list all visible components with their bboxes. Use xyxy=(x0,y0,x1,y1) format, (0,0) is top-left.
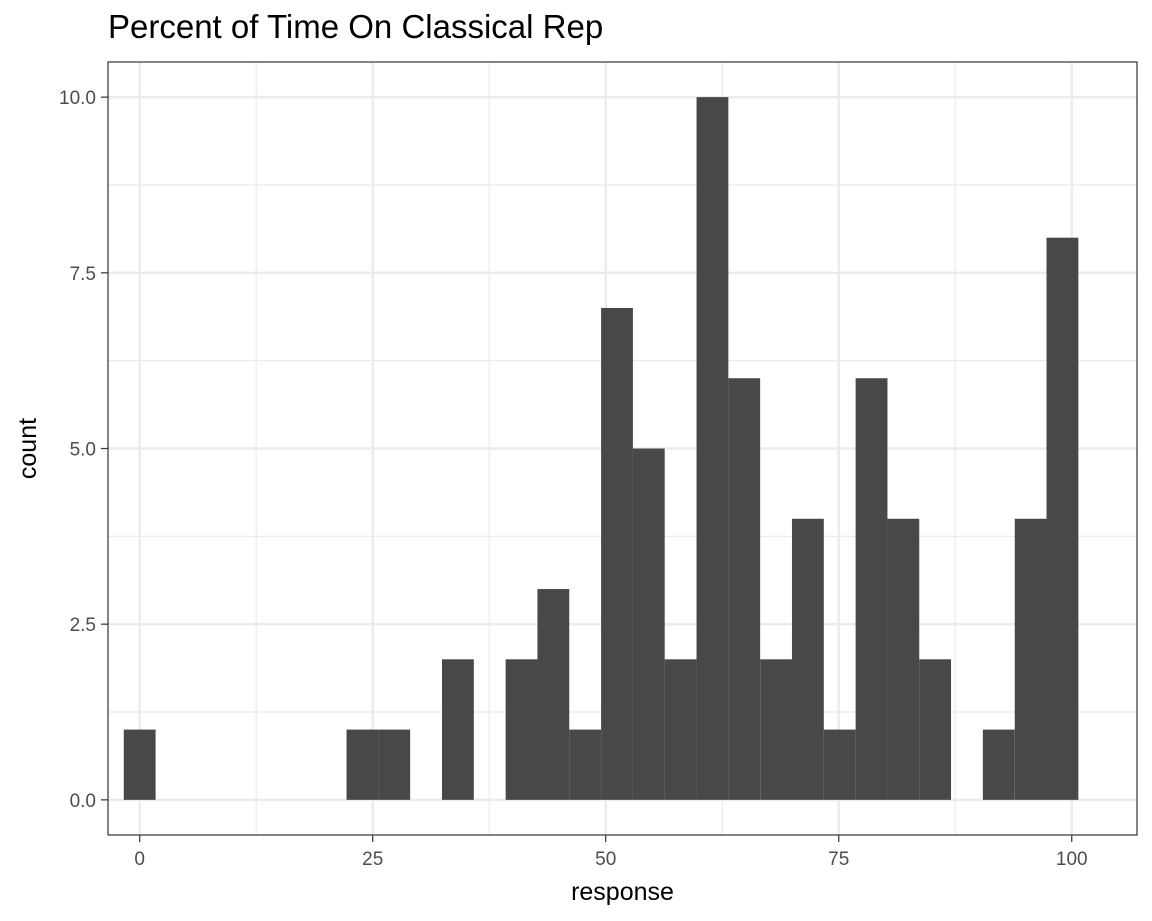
y-axis-ticks: 0.0 2.5 5.0 7.5 10.0 xyxy=(59,88,108,812)
histogram-bar xyxy=(537,589,570,800)
x-tick-label: 0 xyxy=(134,849,145,870)
histogram-bar xyxy=(346,729,379,800)
y-tick-label: 2.5 xyxy=(70,615,96,636)
histogram-bar xyxy=(505,659,538,800)
histogram-bar xyxy=(855,378,888,800)
y-tick-label: 7.5 xyxy=(70,264,96,285)
y-tick-label: 10.0 xyxy=(59,88,96,109)
y-axis-title: count xyxy=(14,418,42,479)
x-axis-ticks: 0 25 50 75 100 xyxy=(134,835,1088,870)
x-axis-title: response xyxy=(571,878,674,906)
histogram-bar xyxy=(919,659,952,800)
histogram-bar xyxy=(1046,237,1079,800)
x-tick-label: 50 xyxy=(595,849,616,870)
histogram-bar xyxy=(123,729,156,800)
histogram-bar xyxy=(441,659,474,800)
histogram-bar xyxy=(378,729,411,800)
y-tick-label: 5.0 xyxy=(70,440,96,461)
histogram-bar xyxy=(760,659,793,800)
x-tick-label: 100 xyxy=(1056,849,1088,870)
histogram-bar xyxy=(664,659,697,800)
histogram-bar xyxy=(728,378,761,800)
histogram-bar xyxy=(791,518,824,800)
histogram-bars xyxy=(123,97,1079,800)
chart-title: Percent of Time On Classical Rep xyxy=(108,8,604,45)
histogram-bar xyxy=(982,729,1015,800)
histogram-bar xyxy=(887,518,920,800)
histogram-bar xyxy=(569,729,602,800)
histogram-bar xyxy=(632,448,665,800)
x-tick-label: 25 xyxy=(362,849,383,870)
histogram-bar xyxy=(601,307,633,800)
x-tick-label: 75 xyxy=(828,849,849,870)
histogram-bar xyxy=(696,97,729,800)
histogram-bar xyxy=(823,729,856,800)
histogram-bar xyxy=(1014,518,1047,800)
y-tick-label: 0.0 xyxy=(70,791,96,812)
